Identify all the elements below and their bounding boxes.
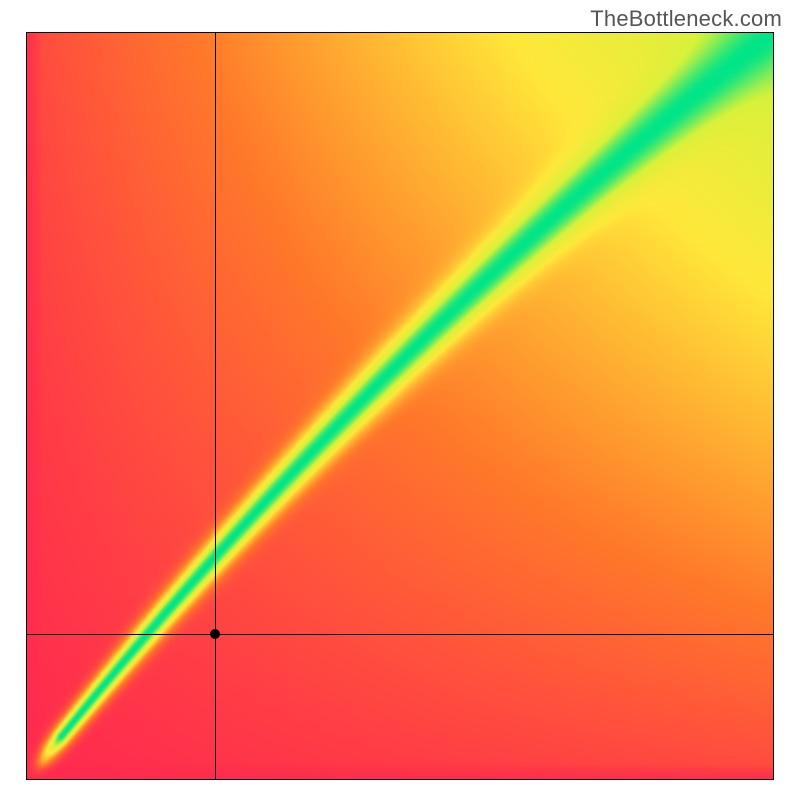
crosshair-vertical — [215, 33, 216, 779]
crosshair-marker — [210, 629, 220, 639]
watermark-text: TheBottleneck.com — [590, 6, 782, 32]
plot-frame — [26, 32, 774, 780]
heatmap-canvas — [27, 33, 773, 779]
chart-container: TheBottleneck.com — [0, 0, 800, 800]
crosshair-horizontal — [27, 634, 773, 635]
